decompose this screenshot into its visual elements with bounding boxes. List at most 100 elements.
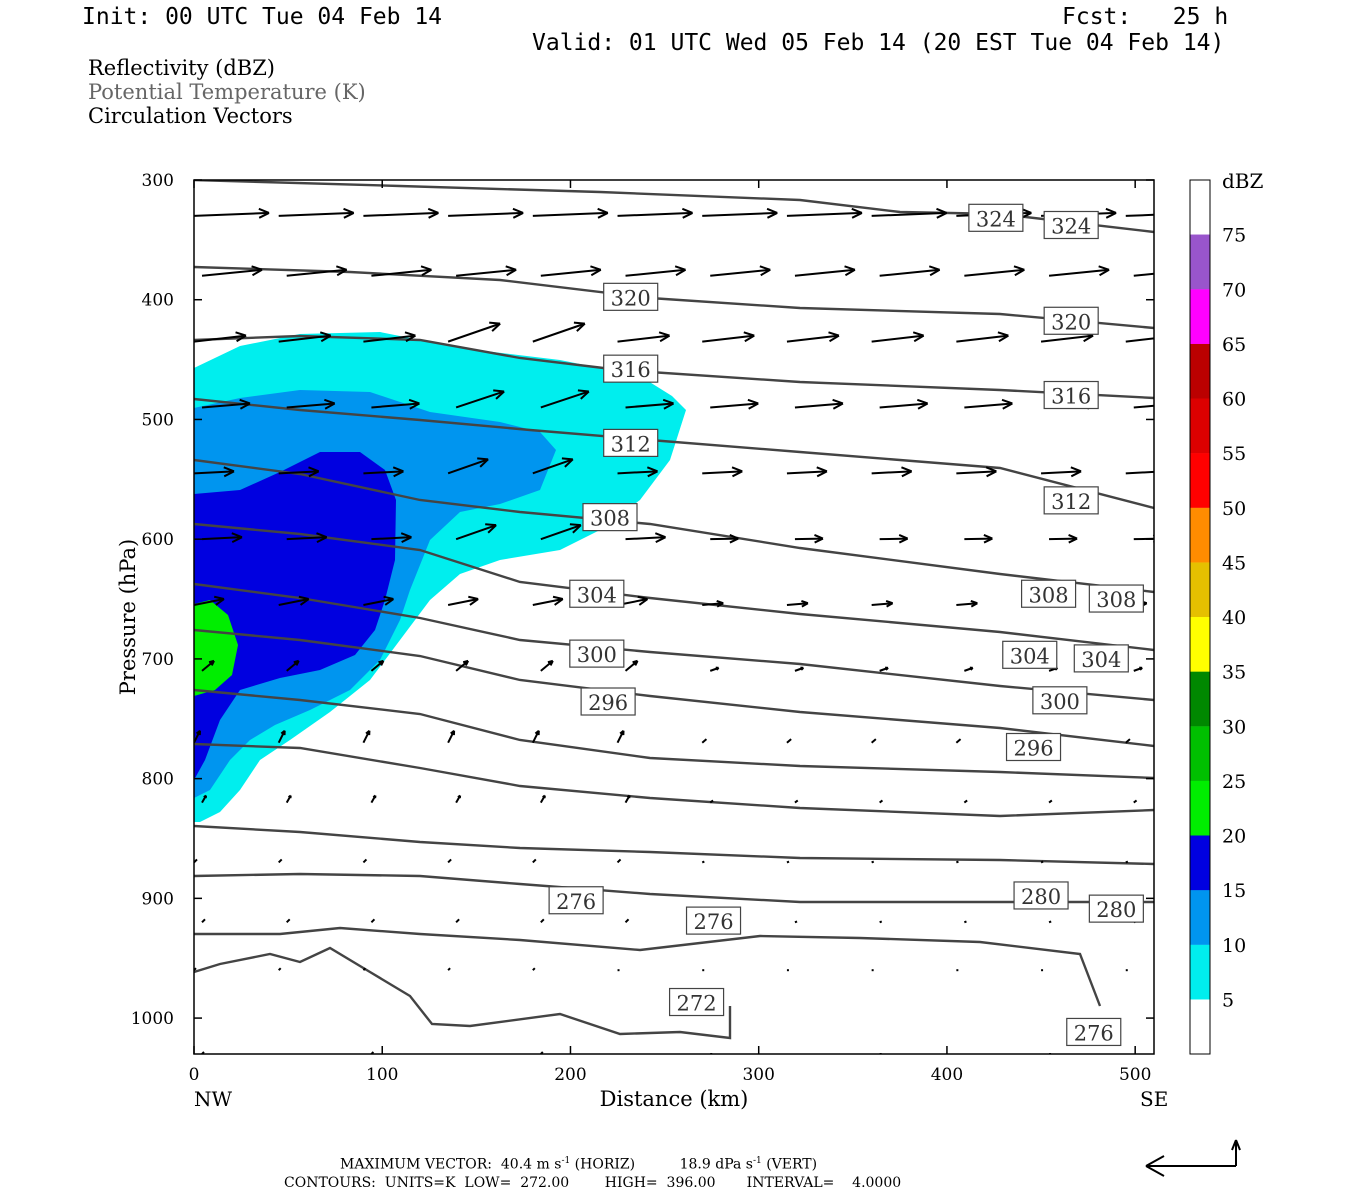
circulation-vector (201, 398, 251, 410)
contour-label-text: 308 (590, 507, 630, 531)
theta-contour (194, 946, 732, 1040)
contour-label-box (1088, 894, 1144, 923)
legend-reflectivity: Reflectivity (dBZ) (88, 56, 276, 80)
circulation-vector (201, 532, 243, 544)
circulation-vector (447, 457, 489, 475)
circulation-vector (709, 799, 714, 804)
circulation-vector (871, 207, 948, 219)
contour-label-text: 296 (1013, 737, 1053, 761)
contours-note: CONTOURS: UNITS=K LOW= 272.00 HIGH= 396.… (284, 1175, 902, 1191)
theta-contour (194, 742, 1154, 818)
colorbar-segment (1190, 835, 1210, 891)
x-axis-title: Distance (km) (600, 1087, 749, 1111)
theta-contour (194, 397, 1154, 510)
circulation-vector (278, 207, 355, 219)
x-tick-label: 100 (366, 1065, 398, 1085)
colorbar-segment (1190, 726, 1210, 781)
circulation-vector (879, 265, 941, 277)
y-tick-label: 900 (142, 889, 174, 909)
circulation-vector (532, 321, 586, 343)
circulation-vector (447, 595, 479, 607)
circulation-vector (616, 729, 625, 744)
contour-label-text: 324 (1051, 214, 1091, 238)
colorbar-tick-label: 40 (1222, 607, 1246, 629)
circulation-vector (363, 331, 416, 343)
circulation-vector (964, 534, 993, 544)
circulation-vector (624, 794, 631, 804)
y-tick-label: 800 (142, 770, 174, 790)
colorbar-frame (1189, 179, 1211, 1055)
circulation-vector (786, 599, 809, 608)
circulation-vector (964, 398, 1013, 410)
circulation-vector (278, 331, 332, 343)
colorbar-tick-label: 30 (1222, 716, 1246, 738)
circulation-vector (794, 398, 844, 410)
contour-label: 312 (603, 428, 659, 457)
contour-label-box (668, 987, 725, 1017)
theta-contour (194, 926, 1102, 1007)
circulation-vector (617, 207, 693, 219)
max-vert-tag: (VERT) (766, 1156, 818, 1173)
contour-label: 272 (668, 987, 725, 1017)
colorbar-tick-label: 55 (1222, 443, 1246, 465)
contour-label-text: 316 (611, 358, 651, 382)
circulation-vector (1049, 534, 1078, 544)
theta-contour (194, 872, 1154, 904)
colorbar-tick-label: 10 (1222, 935, 1246, 957)
contour-label-text: 304 (577, 583, 617, 607)
circulation-vector (194, 466, 235, 478)
contour-label-text: 324 (976, 207, 1016, 231)
contour-label-text: 304 (1081, 648, 1121, 672)
circulation-vector (625, 398, 675, 410)
contour-label-box (1088, 584, 1144, 613)
circulation-vector (455, 794, 462, 804)
x-tick-label: 500 (1119, 1065, 1151, 1085)
circulation-vector (277, 967, 282, 971)
contour-label-box (580, 687, 636, 716)
circulation-vector (540, 523, 582, 541)
circulation-vector (786, 331, 840, 343)
contour-label-box (968, 203, 1024, 232)
circulation-vector (786, 860, 790, 864)
colorbar-segment (1190, 234, 1210, 290)
colorbar-segment (1190, 562, 1210, 617)
contour-label-text: 300 (577, 643, 617, 667)
circulation-vector (963, 799, 968, 804)
circulation-vector (1125, 470, 1154, 475)
y-tick-label: 600 (142, 530, 174, 550)
circulation-vector (363, 207, 439, 219)
circulation-vector (277, 729, 286, 744)
circulation-vector (794, 799, 799, 804)
colorbar-segment (1190, 289, 1210, 344)
circulation-vector (1125, 213, 1154, 217)
max-horiz-tag: (HORIZ) (574, 1156, 636, 1173)
circulation-vector (624, 659, 639, 672)
contour-label: 316 (603, 354, 659, 383)
circulation-vector (540, 659, 554, 672)
circulation-vector (1048, 265, 1110, 277)
contour-label-box (685, 906, 742, 935)
circulation-vector (879, 920, 883, 924)
max-vert-value: 18.9 dPa s (679, 1156, 753, 1173)
circulation-vector (955, 860, 959, 864)
colorbar-segment (1190, 671, 1210, 727)
contour-label-box (582, 503, 638, 532)
colorbar-segment (1190, 507, 1210, 563)
circulation-vector (455, 918, 460, 924)
colorbar-tick-label: 70 (1222, 279, 1246, 301)
colorbar-tick-label: 50 (1222, 498, 1246, 520)
colorbar-title: dBZ (1222, 169, 1264, 193)
circulation-vector (278, 466, 320, 478)
circulation-vector (370, 794, 377, 804)
circulation-vector (956, 466, 997, 478)
circulation-vector (1125, 860, 1129, 864)
contour-label-box (603, 428, 659, 457)
circulation-vector (539, 794, 546, 804)
contour-label-box (1020, 579, 1077, 608)
circulation-vector (1133, 404, 1154, 409)
colorbar-segment (1190, 780, 1210, 836)
contour-label: 296 (1005, 732, 1062, 762)
contour-label-box (603, 282, 659, 311)
circulation-vector (455, 659, 470, 672)
